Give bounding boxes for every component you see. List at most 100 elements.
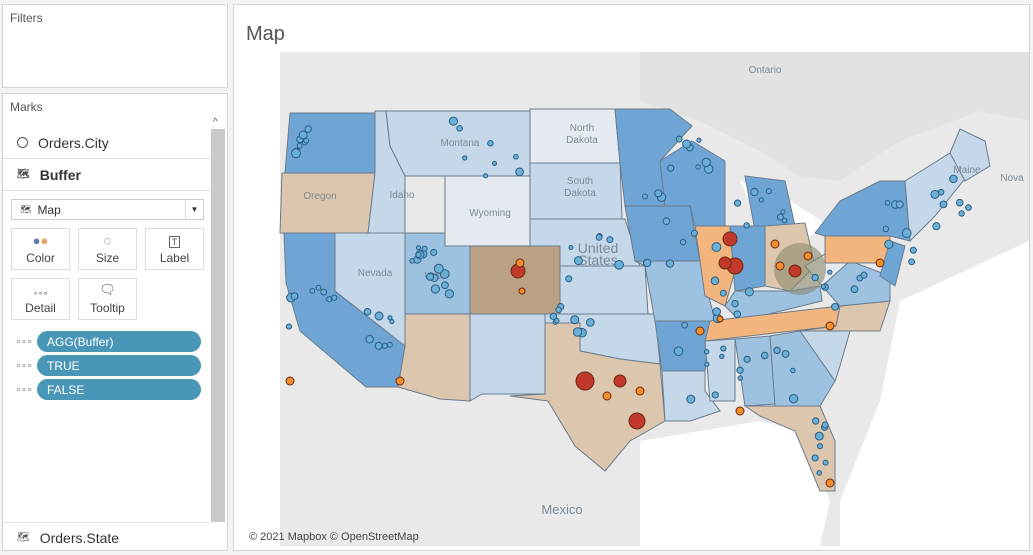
city-marker[interactable] bbox=[827, 269, 833, 275]
city-marker-highlight[interactable] bbox=[722, 231, 738, 247]
city-marker-highlight[interactable] bbox=[628, 412, 646, 430]
city-marker-highlight[interactable] bbox=[735, 406, 745, 416]
city-marker[interactable] bbox=[733, 310, 742, 319]
city-marker-highlight[interactable] bbox=[718, 256, 732, 270]
city-marker[interactable] bbox=[908, 258, 916, 266]
city-marker[interactable] bbox=[642, 193, 648, 200]
city-marker[interactable] bbox=[710, 276, 720, 286]
city-marker[interactable] bbox=[409, 258, 415, 264]
city-marker[interactable] bbox=[654, 189, 663, 198]
state-florida[interactable] bbox=[743, 405, 836, 492]
city-marker[interactable] bbox=[901, 228, 912, 238]
city-marker[interactable] bbox=[585, 318, 595, 327]
city-marker[interactable] bbox=[441, 281, 449, 290]
city-marker[interactable] bbox=[315, 284, 322, 291]
layer-buffer[interactable]: 🗺 Buffer bbox=[3, 159, 211, 191]
city-marker[interactable] bbox=[695, 164, 701, 170]
city-marker[interactable] bbox=[309, 287, 316, 294]
map-view[interactable]: Ontario North Dakota South Dakota Wyoming Neva… bbox=[241, 52, 1029, 546]
city-marker[interactable] bbox=[690, 229, 698, 237]
state-colorado[interactable] bbox=[469, 245, 561, 315]
state-georgia[interactable] bbox=[769, 330, 836, 407]
city-marker[interactable] bbox=[290, 292, 299, 301]
city-marker[interactable] bbox=[719, 353, 725, 360]
state-mississippi[interactable] bbox=[704, 338, 736, 402]
state-washington[interactable] bbox=[284, 112, 376, 174]
city-marker-highlight[interactable] bbox=[635, 386, 645, 396]
city-marker[interactable] bbox=[788, 393, 799, 404]
state-new-york[interactable] bbox=[814, 180, 911, 242]
chevron-up-icon[interactable]: ^ bbox=[213, 117, 218, 128]
city-marker[interactable] bbox=[703, 349, 710, 355]
state-oregon[interactable] bbox=[279, 172, 376, 234]
city-marker[interactable] bbox=[820, 284, 826, 290]
city-marker[interactable] bbox=[909, 246, 917, 254]
city-marker[interactable] bbox=[949, 174, 958, 184]
pill-false[interactable]: ∘∘∘ FALSE bbox=[11, 379, 201, 400]
tooltip-button[interactable]: 🗨 Tooltip bbox=[78, 278, 137, 320]
layer-orders-state[interactable]: 🗺 Orders.State bbox=[3, 522, 211, 552]
city-marker[interactable] bbox=[643, 258, 652, 268]
city-marker[interactable] bbox=[679, 238, 687, 246]
city-marker[interactable] bbox=[568, 244, 574, 250]
city-marker[interactable] bbox=[304, 125, 312, 133]
city-marker[interactable] bbox=[682, 139, 692, 149]
city-marker-highlight[interactable] bbox=[575, 371, 595, 391]
city-marker-highlight[interactable] bbox=[825, 478, 835, 488]
city-marker[interactable] bbox=[711, 391, 719, 399]
city-marker[interactable] bbox=[381, 342, 388, 349]
city-marker[interactable] bbox=[462, 155, 468, 161]
detail-button[interactable]: ∘∘∘ Detail bbox=[11, 278, 70, 320]
city-marker[interactable] bbox=[555, 306, 562, 314]
city-marker[interactable] bbox=[444, 289, 455, 299]
city-marker[interactable] bbox=[415, 245, 422, 251]
state-iowa[interactable] bbox=[624, 205, 701, 262]
city-marker[interactable] bbox=[285, 323, 293, 330]
city-marker[interactable] bbox=[701, 157, 711, 168]
city-marker[interactable] bbox=[821, 421, 829, 429]
city-marker[interactable] bbox=[483, 173, 489, 179]
city-marker[interactable] bbox=[614, 259, 624, 270]
city-marker[interactable] bbox=[363, 307, 372, 316]
city-marker[interactable] bbox=[515, 167, 524, 177]
city-marker[interactable] bbox=[776, 213, 784, 221]
city-marker[interactable] bbox=[744, 287, 754, 297]
city-marker[interactable] bbox=[681, 321, 689, 329]
city-marker[interactable] bbox=[606, 236, 614, 244]
city-marker[interactable] bbox=[374, 311, 384, 321]
city-marker[interactable] bbox=[831, 302, 839, 311]
pill-true[interactable]: ∘∘∘ TRUE bbox=[11, 355, 201, 376]
city-marker[interactable] bbox=[387, 315, 393, 321]
city-marker[interactable] bbox=[387, 341, 393, 348]
city-marker[interactable] bbox=[760, 351, 769, 360]
city-marker[interactable] bbox=[882, 225, 890, 233]
city-marker[interactable] bbox=[320, 288, 328, 296]
city-marker[interactable] bbox=[711, 242, 722, 252]
city-marker[interactable] bbox=[781, 349, 790, 358]
state-texas[interactable] bbox=[509, 322, 666, 472]
city-marker[interactable] bbox=[430, 284, 441, 294]
city-marker[interactable] bbox=[595, 234, 603, 241]
city-marker[interactable] bbox=[850, 285, 859, 294]
city-marker[interactable] bbox=[780, 209, 786, 215]
city-marker[interactable] bbox=[816, 470, 822, 476]
city-marker-highlight[interactable] bbox=[825, 321, 835, 331]
city-marker[interactable] bbox=[554, 317, 560, 324]
city-marker-highlight[interactable] bbox=[775, 261, 785, 271]
state-kansas[interactable] bbox=[559, 265, 649, 315]
state-maine[interactable] bbox=[949, 128, 991, 182]
city-marker[interactable] bbox=[884, 200, 891, 206]
city-marker[interactable] bbox=[415, 251, 422, 258]
city-marker[interactable] bbox=[487, 139, 494, 147]
city-marker[interactable] bbox=[667, 164, 675, 172]
city-marker[interactable] bbox=[430, 248, 438, 257]
city-marker-highlight[interactable] bbox=[518, 287, 526, 295]
city-marker[interactable] bbox=[773, 346, 781, 355]
city-marker[interactable] bbox=[750, 187, 759, 197]
city-marker[interactable] bbox=[303, 137, 310, 144]
city-marker[interactable] bbox=[675, 135, 683, 143]
state-new-mexico[interactable] bbox=[469, 313, 546, 402]
city-marker[interactable] bbox=[704, 361, 710, 367]
city-marker[interactable] bbox=[719, 289, 727, 297]
city-marker[interactable] bbox=[448, 116, 458, 126]
